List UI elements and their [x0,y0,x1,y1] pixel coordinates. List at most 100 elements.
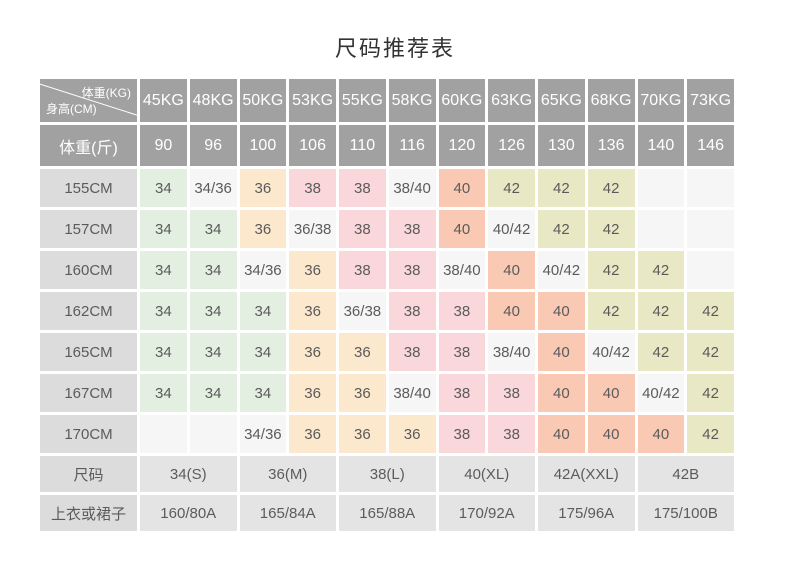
size-recommendation-cell: 42 [687,333,734,371]
weight-kg-header-cell: 50KG [239,79,287,122]
size-group-cell: 36(M) [239,456,336,492]
size-recommendation-cell: 38 [388,333,436,371]
weight-jin-value-cell: 90 [140,125,187,166]
size-recommendation-cell: 34 [189,292,237,330]
size-recommendation-cell: 40 [538,292,585,330]
size-group-row: 尺码 34(S) 36(M) 38(L) 40(XL) 42A(XXL) 42B [40,456,734,492]
size-recommendation-cell: 34 [189,333,237,371]
size-recommendation-cell: 34 [189,374,237,412]
size-recommendation-cell: 38 [488,415,535,453]
size-recommendation-cell [637,169,685,207]
size-recommendation-cell: 34/36 [239,415,287,453]
size-group-cell: 40(XL) [438,456,535,492]
weight-kg-header-cell: 53KG [289,79,336,122]
size-recommendation-cell: 36 [289,292,336,330]
size-group-cell: 42A(XXL) [538,456,635,492]
size-recommendation-cell: 40 [488,292,535,330]
weight-kg-header-cell: 63KG [488,79,535,122]
size-recommendation-cell: 40 [438,210,486,248]
size-recommendation-cell: 42 [587,251,635,289]
garment-spec-cell: 165/88A [339,495,436,531]
size-recommendation-cell: 38 [438,374,486,412]
diagonal-divider-line [40,79,137,122]
size-group-cell: 42B [637,456,734,492]
header-row-weight-jin: 体重(斤) 90 96 100 106 110 116 120 126 130 136 140 146 [40,125,734,166]
size-recommendation-cell: 40 [587,374,635,412]
size-recommendation-cell: 38 [488,374,535,412]
size-recommendation-cell: 40 [538,415,585,453]
weight-jin-value-cell: 140 [637,125,685,166]
size-group-cell: 38(L) [339,456,436,492]
size-recommendation-cell: 42 [687,374,734,412]
height-label-cell: 165CM [40,333,137,371]
size-recommendation-cell: 36 [289,374,336,412]
height-label-cell: 167CM [40,374,137,412]
size-recommendation-cell: 40 [538,374,585,412]
height-label-cell: 155CM [40,169,137,207]
size-group-cell: 34(S) [140,456,237,492]
size-recommendation-cell: 42 [538,210,585,248]
garment-spec-cell: 175/96A [538,495,635,531]
header-row-weight-kg: 体重(KG) 身高(CM) 45KG 48KG 50KG 53KG 55KG 58KG 60KG… [40,79,734,122]
size-recommendation-cell [140,415,187,453]
size-recommendation-cell: 40 [637,415,685,453]
garment-spec-cell: 175/100B [637,495,734,531]
size-recommendation-cell: 42 [587,169,635,207]
weight-kg-header-cell: 70KG [637,79,685,122]
size-recommendation-cell: 34 [239,333,287,371]
size-recommendation-cell: 34 [140,374,187,412]
size-recommendation-cell: 42 [587,210,635,248]
weight-jin-value-cell: 110 [339,125,386,166]
weight-jin-value-cell: 130 [538,125,585,166]
size-recommendation-cell: 38 [289,169,336,207]
height-label-cell: 160CM [40,251,137,289]
size-recommendation-cell: 38/40 [388,169,436,207]
weight-jin-label-cell: 体重(斤) [40,125,137,166]
size-recommendation-cell: 38/40 [388,374,436,412]
size-recommendation-cell: 40/42 [587,333,635,371]
size-recommendation-cell: 42 [687,292,734,330]
size-recommendation-cell: 38 [438,333,486,371]
size-recommendation-cell: 34 [189,210,237,248]
size-recommendation-cell: 34 [239,374,287,412]
size-recommendation-cell: 42 [538,169,585,207]
size-recommendation-cell: 40 [438,169,486,207]
size-recommendation-cell: 36 [289,251,336,289]
size-recommendation-cell: 40 [538,333,585,371]
size-recommendation-cell: 38 [339,169,386,207]
size-recommendation-cell: 36 [388,415,436,453]
size-recommendation-cell: 34/36 [189,169,237,207]
weight-jin-value-cell: 100 [239,125,287,166]
corner-weight-kg-label: 体重(KG) [81,86,131,100]
size-recommendation-cell [637,210,685,248]
weight-jin-value-cell: 106 [289,125,336,166]
size-recommendation-cell: 38 [388,210,436,248]
size-recommendation-cell: 38 [339,210,386,248]
size-recommendation-cell: 42 [687,415,734,453]
size-recommendation-cell: 42 [488,169,535,207]
size-recommendation-cell: 42 [637,292,685,330]
weight-kg-header-cell: 65KG [538,79,585,122]
size-recommendation-cell: 34 [140,292,187,330]
corner-cell: 体重(KG) 身高(CM) [40,79,137,122]
table-row: 170CM 34/36 36 36 36 38 38 40 40 40 42 [40,415,734,453]
size-recommendation-cell [189,415,237,453]
weight-kg-header-cell: 60KG [438,79,486,122]
page-title: 尺码推荐表 [334,36,455,61]
size-recommendation-cell: 40 [488,251,535,289]
height-label-cell: 170CM [40,415,137,453]
size-recommendation-cell: 34 [140,251,187,289]
size-recommendation-cell: 34 [189,251,237,289]
size-recommendation-cell: 40 [587,415,635,453]
size-recommendation-cell [687,210,734,248]
garment-spec-cell: 165/84A [239,495,336,531]
size-recommendation-cell: 38/40 [488,333,535,371]
height-label-cell: 157CM [40,210,137,248]
weight-jin-value-cell: 126 [488,125,535,166]
size-recommendation-cell: 38 [339,251,386,289]
table-row: 162CM 34 34 34 36 36/38 38 38 40 40 42 42 42 [40,292,734,330]
weight-kg-header-cell: 68KG [587,79,635,122]
garment-spec-cell: 170/92A [438,495,535,531]
table-row: 165CM 34 34 34 36 36 38 38 38/40 40 40/42 42 42 [40,333,734,371]
size-recommendation-cell: 38 [388,292,436,330]
